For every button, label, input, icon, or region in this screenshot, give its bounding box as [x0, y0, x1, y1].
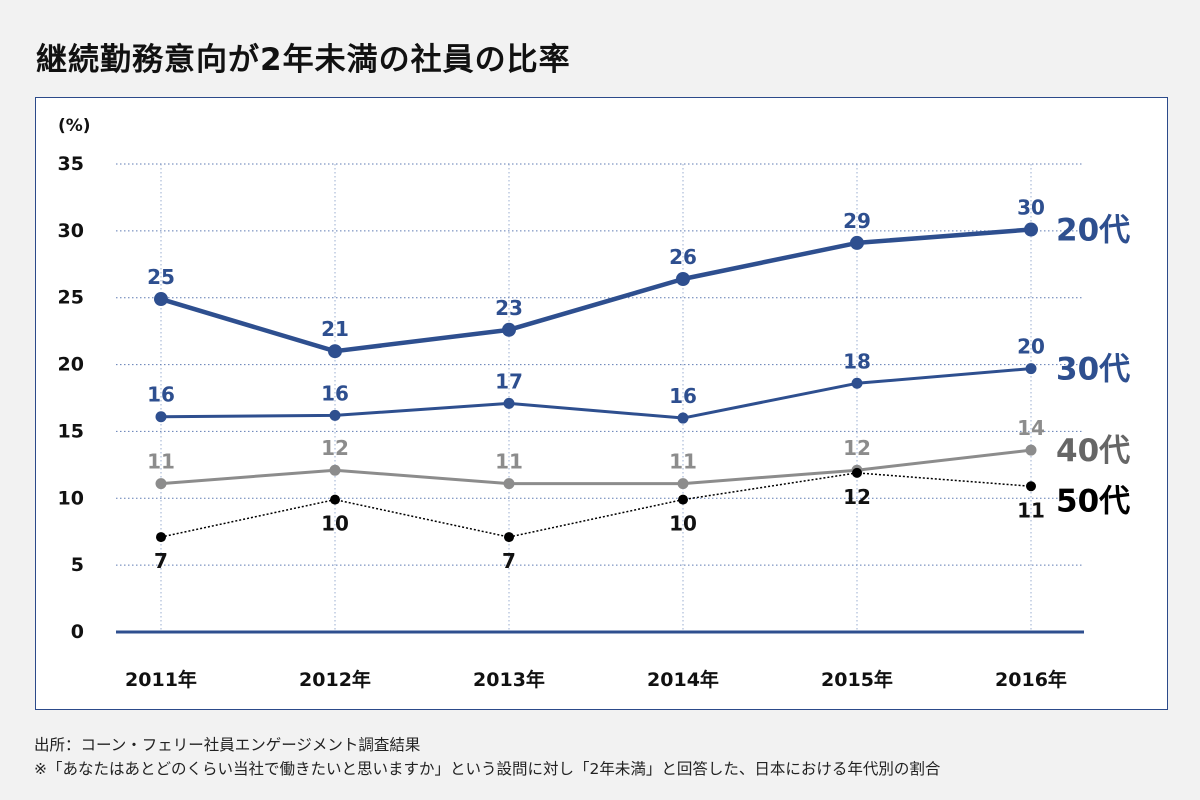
- data-point: [677, 412, 689, 424]
- x-tick-label: 2016年: [995, 668, 1067, 691]
- y-tick-label: 20: [58, 354, 84, 376]
- chart-panel: 0 5 10 15 20 25 30 35 (%) 2011年 2012年 2013年 2014年 201…: [35, 97, 1168, 710]
- data-point: [1025, 444, 1037, 456]
- data-label: 10: [321, 512, 349, 536]
- series-line-1: [160, 367, 1032, 420]
- y-tick-label: 15: [58, 420, 84, 442]
- series-name-label: 40代: [1056, 433, 1130, 469]
- footnote: ※「あなたはあとどのくらい当社で働きたいと思いますか」という設問に対し「2年未満…: [34, 760, 941, 778]
- data-point: [852, 467, 862, 478]
- y-axis-label: (%): [58, 116, 91, 136]
- y-tick-label: 5: [71, 554, 84, 576]
- data-label: 12: [843, 436, 871, 460]
- data-label: 20: [1017, 335, 1045, 359]
- data-label: 16: [669, 384, 697, 408]
- data-label: 21: [321, 317, 349, 341]
- data-point: [851, 377, 863, 389]
- data-label: 23: [495, 296, 523, 320]
- data-point: [154, 292, 168, 307]
- data-label: 18: [843, 349, 871, 373]
- data-point: [328, 344, 342, 359]
- data-label: 17: [495, 369, 523, 393]
- source-note: 出所：コーン・フェリー社員エンゲージメント調査結果: [34, 736, 421, 754]
- series-name-label: 30代: [1056, 352, 1130, 388]
- data-point: [678, 494, 688, 505]
- series-name-label: 20代: [1056, 213, 1130, 249]
- data-label: 11: [495, 450, 523, 474]
- x-tick-label: 2015年: [821, 668, 893, 691]
- data-point: [1024, 222, 1038, 237]
- data-label: 14: [1017, 416, 1045, 440]
- data-label: 12: [321, 436, 349, 460]
- data-label: 29: [843, 209, 871, 233]
- x-tick-label: 2014年: [647, 668, 719, 691]
- data-label: 11: [1017, 498, 1045, 522]
- data-point: [329, 464, 341, 476]
- x-tick-label: 2011年: [125, 668, 197, 691]
- data-point: [504, 532, 514, 543]
- y-tick-label: 25: [58, 287, 84, 309]
- x-tick-label: 2012年: [299, 668, 371, 691]
- data-label: 10: [669, 512, 697, 536]
- data-point: [1026, 481, 1036, 492]
- data-label: 25: [147, 265, 175, 289]
- y-tick-label: 30: [58, 220, 84, 242]
- data-point: [156, 532, 166, 543]
- y-tick-label: 10: [58, 487, 84, 509]
- x-tick-label: 2013年: [473, 668, 545, 691]
- data-point: [502, 322, 516, 337]
- data-point: [155, 478, 167, 490]
- data-label: 7: [502, 549, 516, 573]
- data-label: 12: [843, 485, 871, 509]
- data-point: [330, 494, 340, 505]
- data-label: 26: [669, 245, 697, 269]
- data-label: 11: [147, 450, 175, 474]
- chart-title: 継続勤務意向が2年未満の社員の比率: [36, 42, 571, 78]
- data-point: [677, 478, 689, 490]
- data-point: [1025, 363, 1037, 375]
- data-point: [503, 397, 515, 409]
- y-tick-label: 0: [71, 621, 84, 643]
- data-point: [850, 235, 864, 250]
- series-line-2: [160, 448, 1032, 486]
- series-line-3: [160, 472, 1032, 538]
- data-label: 7: [154, 549, 168, 573]
- data-label: 30: [1017, 196, 1045, 220]
- y-tick-label: 35: [58, 153, 84, 175]
- data-label: 11: [669, 450, 697, 474]
- data-point: [503, 478, 515, 490]
- series-line-0: [160, 227, 1032, 354]
- data-label: 16: [321, 381, 349, 405]
- data-point: [676, 271, 690, 286]
- data-point: [329, 409, 341, 421]
- series-name-label: 50代: [1056, 483, 1130, 519]
- data-label: 16: [147, 383, 175, 407]
- data-point: [155, 411, 167, 423]
